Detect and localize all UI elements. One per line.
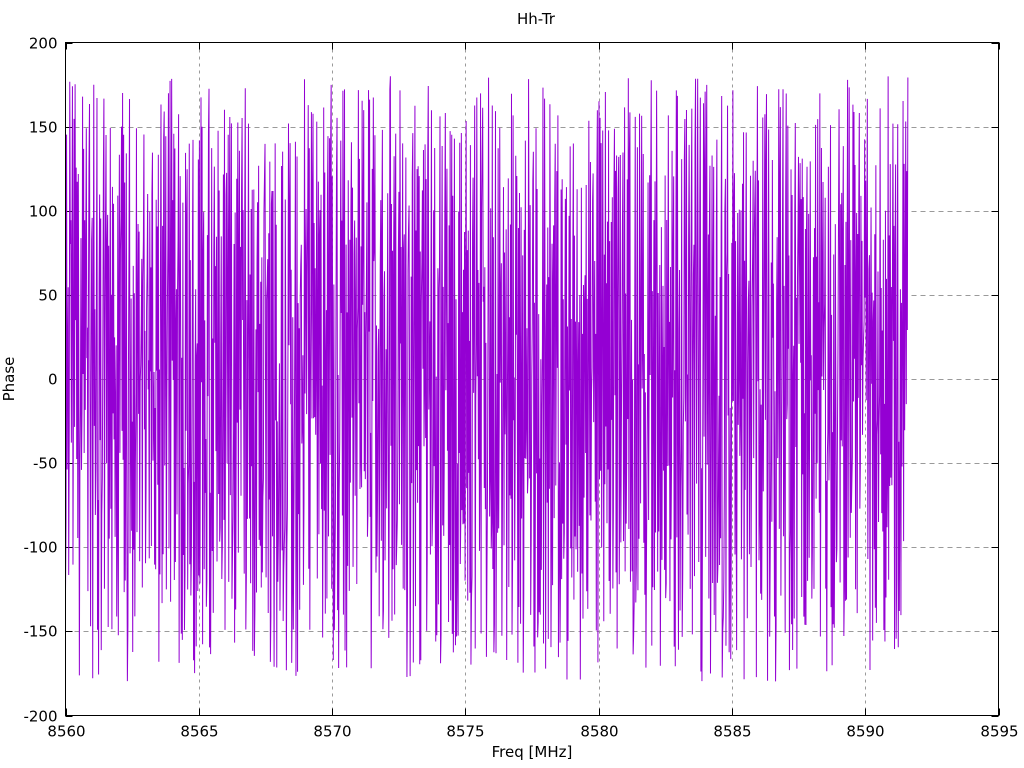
x-tick-label: 8560 — [47, 723, 85, 741]
x-tick-label: 8590 — [846, 723, 884, 741]
y-tick-label: -200 — [23, 708, 57, 726]
y-tick-label: 0 — [48, 371, 58, 389]
y-tick-label: -50 — [33, 455, 58, 473]
series-path-hh-tr — [65, 76, 909, 682]
y-tick-label: -150 — [23, 623, 57, 641]
y-tick-label: 50 — [38, 287, 57, 305]
y-tick-label: 150 — [29, 119, 58, 137]
tick-labels: -200 -150 -100 -50 0 50 100 150 200 8560 8565 8570 8… — [23, 35, 1018, 741]
plot-area-border — [65, 42, 999, 716]
x-axis-title: Freq [MHz] — [492, 743, 573, 761]
x-tick-label: 8585 — [713, 723, 751, 741]
x-tick-label: 8565 — [180, 723, 218, 741]
y-tick-label: -100 — [23, 539, 57, 557]
chart-title: Hh-Tr — [517, 10, 556, 28]
y-tick-label: 200 — [29, 35, 58, 53]
y-axis-title: Phase — [0, 357, 18, 402]
y-tick-label: 100 — [29, 203, 58, 221]
x-tick-label: 8570 — [313, 723, 351, 741]
x-tick-label: 8580 — [580, 723, 618, 741]
x-tick-label: 8595 — [980, 723, 1018, 741]
x-tick-label: 8575 — [446, 723, 484, 741]
data-series-line — [65, 76, 909, 682]
